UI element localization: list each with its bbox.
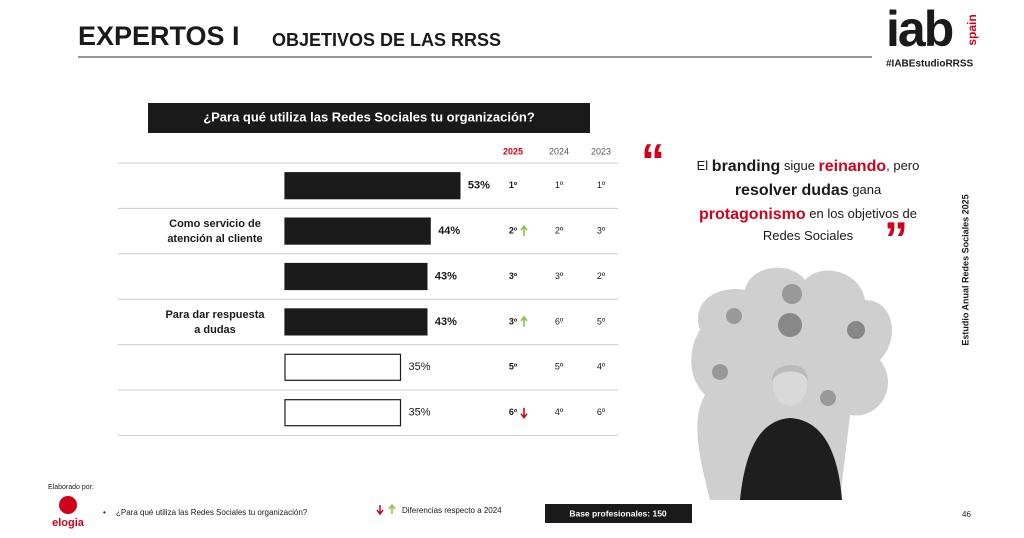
legend-up <box>388 503 396 514</box>
icon <box>726 308 742 324</box>
rank: 1º <box>597 180 606 190</box>
rank: 5º <box>509 362 518 372</box>
side-text: Estudio Anual Redes Sociales 2025 <box>960 194 970 345</box>
rank: 2º <box>597 271 606 281</box>
legend-down <box>376 505 384 516</box>
quote-segment: El <box>697 158 712 173</box>
quote-line: resolver dudas gana <box>735 182 882 199</box>
icon <box>778 313 802 337</box>
elogia-logo: elogia <box>52 517 85 529</box>
quote-segment: resolver dudas <box>735 182 849 199</box>
base: Base profesionales: 150 <box>569 508 667 518</box>
bar <box>284 308 428 336</box>
title: EXPERTOS I <box>78 21 240 51</box>
value-label: 53% <box>468 180 490 192</box>
person-hair <box>771 364 809 382</box>
logo-sub: spain <box>965 14 979 45</box>
elogia-icon <box>59 496 77 514</box>
year-header: 2025 <box>503 146 523 156</box>
quote-segment: branding <box>712 158 780 175</box>
legend-text: Diferencias respecto a 2024 <box>402 506 502 515</box>
bar <box>284 217 431 245</box>
quote-close: ” <box>884 214 908 267</box>
quote-segment: protagonismo <box>699 206 806 223</box>
quote-segment: gana <box>849 182 882 197</box>
rank: 2º <box>509 225 518 235</box>
value-label: 44% <box>438 225 460 237</box>
subtitle: OBJETIVOS DE LAS RRSS <box>272 30 501 50</box>
category-label: Como servicio de atención al cliente <box>167 218 262 245</box>
icon <box>820 390 836 406</box>
rank: 3º <box>509 316 518 326</box>
person-body <box>740 418 842 500</box>
bar <box>284 172 461 200</box>
quote-segment: , pero <box>886 158 919 173</box>
person-head <box>773 364 807 406</box>
photo <box>691 267 892 500</box>
quote-segment: en los objetivos de <box>806 206 917 221</box>
category-label: Para dar respuesta a dudas <box>165 309 265 336</box>
rank: 1º <box>555 180 564 190</box>
logo: iab <box>886 1 953 57</box>
rank: 6º <box>597 407 606 417</box>
bar <box>284 353 402 381</box>
rank: 4º <box>597 362 606 372</box>
icon <box>782 284 802 304</box>
rank: 3º <box>555 271 564 281</box>
made-by: Elaborado por: <box>48 484 94 491</box>
question-box <box>148 103 590 133</box>
quote-segment: Redes Sociales <box>763 228 854 243</box>
value-label: 43% <box>435 270 457 282</box>
hashtag: #IABEstudioRRSS <box>886 59 974 70</box>
rank: 5º <box>597 316 606 326</box>
quote-open: “ <box>641 136 665 189</box>
bullet: • <box>103 508 106 517</box>
quote-segment: sigue <box>780 158 818 173</box>
rank: 1º <box>509 180 518 190</box>
icon <box>847 321 865 339</box>
trend-up <box>520 315 528 327</box>
rank: 2º <box>555 225 564 235</box>
value-label: 43% <box>435 316 457 328</box>
value-label: 35% <box>409 361 431 373</box>
chart-title: ¿Para qué utiliza las Redes Sociales tu … <box>203 109 535 124</box>
quote-line: Redes Sociales <box>763 228 854 243</box>
rank: 4º <box>555 407 564 417</box>
year-header: 2023 <box>591 146 611 156</box>
rank: 6º <box>509 407 518 417</box>
rank: 3º <box>509 271 518 281</box>
rank: 3º <box>597 225 606 235</box>
quote-marks: “ ” <box>641 136 908 267</box>
value-label: 35% <box>409 407 431 419</box>
bar <box>284 399 402 427</box>
year-header: 2024 <box>549 146 569 156</box>
rank: 5º <box>555 362 564 372</box>
chart: 2025 2024 2023 53% 1º 1º 1º Como servicio de ate… <box>118 146 618 436</box>
base-box <box>545 504 692 523</box>
bar <box>284 262 428 291</box>
quote-line: El branding sigue reinando, pero <box>697 158 920 175</box>
page-number: 46 <box>962 510 971 519</box>
quote-segment: reinando <box>819 158 887 175</box>
quote: El branding sigue reinando, pero resolver… <box>697 158 920 243</box>
quote-line: protagonismo en los objetivos de <box>699 206 917 223</box>
icon <box>712 364 728 380</box>
trend-down <box>520 407 528 420</box>
footer-question: ¿Para qué utiliza las Redes Sociales tu … <box>116 508 308 517</box>
rank: 6º <box>555 316 564 326</box>
trend-up <box>520 224 528 237</box>
